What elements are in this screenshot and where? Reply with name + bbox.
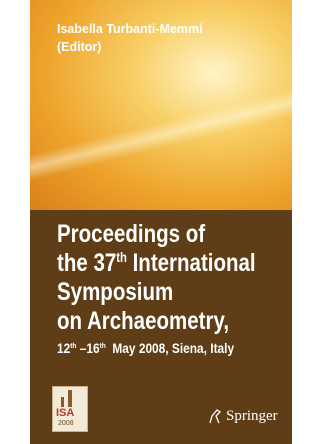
- date-text: May 2008, Siena, Italy: [106, 340, 234, 356]
- logo-year: 2008: [58, 420, 74, 427]
- author: Isabella Turbanti-Memmi: [57, 22, 203, 36]
- date-text: –16: [76, 340, 99, 356]
- springer-horse: [208, 408, 222, 424]
- title-line: Symposium: [57, 278, 173, 306]
- date-text: 12: [57, 340, 70, 356]
- book-cover: Isabella Turbanti-Memmi (Editor) Proceed…: [30, 0, 292, 444]
- title-line: Proceedings of: [57, 220, 205, 248]
- title-sup: th: [116, 250, 127, 265]
- role: (Editor): [57, 40, 101, 54]
- title-line: on Archaeometry,: [57, 307, 229, 335]
- logo-tower: [53, 387, 87, 407]
- page: Isabella Turbanti-Memmi (Editor) Proceed…: [0, 0, 310, 444]
- title-text: International: [127, 249, 256, 277]
- publisher: Springer: [226, 408, 278, 425]
- title-text: the 37: [57, 249, 116, 277]
- title-line: the 37th International: [57, 249, 256, 277]
- logo-name: ISA: [56, 407, 74, 419]
- isa-logo: ISA 2008: [52, 386, 88, 432]
- dates: 12th –16th May 2008, Siena, Italy: [57, 340, 234, 356]
- light-streak: [30, 77, 292, 189]
